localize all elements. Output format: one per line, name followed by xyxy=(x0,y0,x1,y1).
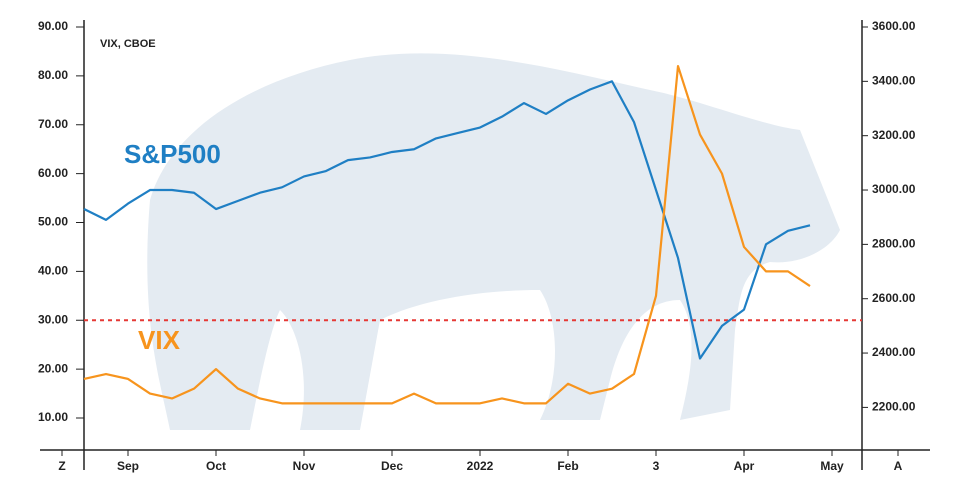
y-tick-label: 80.00 xyxy=(38,68,68,82)
y2-tick-label: 2600.00 xyxy=(872,291,916,305)
x-tick-label: 2022 xyxy=(467,459,494,473)
y2-tick-label: 2800.00 xyxy=(872,237,916,251)
y-tick-label: 40.00 xyxy=(38,264,68,278)
y2-tick-label: 2200.00 xyxy=(872,400,916,414)
series-line xyxy=(83,80,811,360)
x-tick-label: 3 xyxy=(653,459,660,473)
y-tick-label: 60.00 xyxy=(38,166,68,180)
source-label: VIX, CBOE xyxy=(100,38,156,50)
series-line xyxy=(83,65,811,405)
y-tick-label: 20.00 xyxy=(38,361,68,375)
x-tick-label: A xyxy=(894,459,903,473)
y2-tick-label: 3200.00 xyxy=(872,128,916,142)
y2-tick-label: 3000.00 xyxy=(872,182,916,196)
vix-label: VIX xyxy=(138,325,181,355)
bear-silhouette xyxy=(147,53,841,430)
y-tick-label: 50.00 xyxy=(38,215,68,229)
x-tick-label: Feb xyxy=(557,459,578,473)
y2-tick-label: 3600.00 xyxy=(872,19,916,33)
y2-tick-label: 2400.00 xyxy=(872,345,916,359)
sp500-label: S&P500 xyxy=(124,139,221,169)
y-tick-label: 70.00 xyxy=(38,117,68,131)
y-tick-label: 10.00 xyxy=(38,410,68,424)
x-tick-label: Apr xyxy=(734,459,755,473)
x-tick-label: Sep xyxy=(117,459,139,473)
x-tick-label: May xyxy=(820,459,844,473)
x-tick-label: Dec xyxy=(381,459,403,473)
y-tick-label: 90.00 xyxy=(38,19,68,33)
x-tick-label: Z xyxy=(58,459,65,473)
x-tick-label: Oct xyxy=(206,459,226,473)
y-tick-label: 30.00 xyxy=(38,312,68,326)
x-tick-label: Nov xyxy=(293,459,316,473)
y2-tick-label: 3400.00 xyxy=(872,74,916,88)
